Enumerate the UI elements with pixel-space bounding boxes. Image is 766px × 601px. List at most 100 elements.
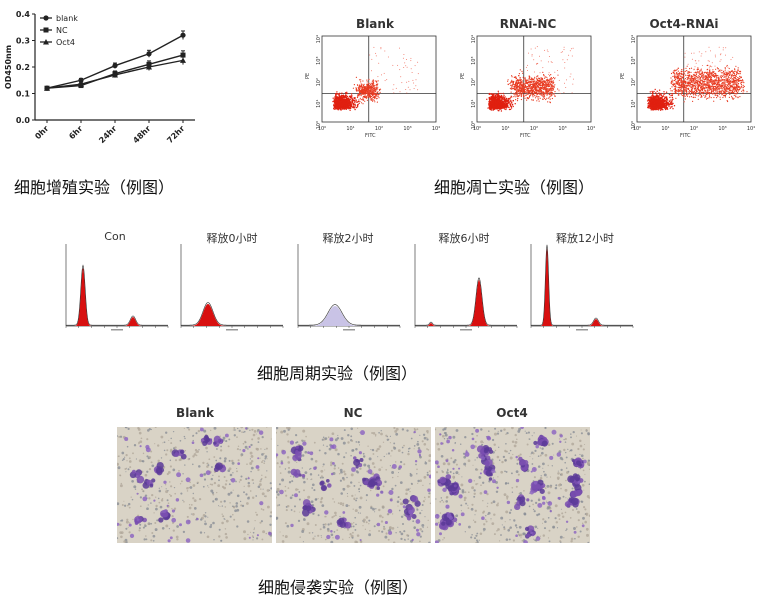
x-tick-label: 10⁴ [432,126,440,132]
cycle-histogram-2h [297,244,401,331]
y-axis-label: PE [620,73,626,79]
histogram-outline [181,302,283,326]
stained-cells [435,427,587,543]
x-axis-label: FITC [680,133,691,139]
invasion-caption: 细胞侵袭实验（例图） [258,578,419,597]
membrane-pores [117,427,272,543]
cycle-histogram-6h [414,244,518,331]
x-tick-label: 48hr [131,124,152,145]
x-tick-label: 10² [375,126,383,132]
y-tick-label: 0.1 [16,90,31,99]
y-tick-label: 10⁰ [316,121,322,129]
x-tick-label: 10³ [718,126,726,132]
y-tick-label: 10¹ [631,100,637,108]
legend-label-blank: blank [56,14,78,23]
y-tick-label: 10¹ [316,100,322,108]
y-axis-label: PE [460,73,466,79]
histogram-outline [531,244,633,326]
x-axis-label-mark [576,329,588,331]
apoptosis-title-oct4-rnai: Oct4-RNAi [649,17,719,31]
x-tick-label: 10² [530,126,538,132]
x-tick-label: 10⁴ [747,126,755,132]
invasion-photo-oct4 [435,427,590,543]
y-tick-label: 0.0 [16,116,31,125]
y-tick-label: 0.4 [16,10,31,19]
x-axis-label: FITC [365,133,376,139]
x-tick-label: 10³ [558,126,566,132]
proliferation-caption: 细胞增殖实验（例图） [14,178,175,197]
histogram-peak [415,280,517,326]
y-tick-label: 10² [316,78,322,86]
histogram-outline [415,277,517,326]
data-point-oct4 [44,85,50,91]
cycle-title-6h: 释放6小时 [438,232,490,245]
x-axis-label-mark [111,329,123,331]
scatter-points [646,46,748,111]
legend-label-oct4: Oct4 [56,38,75,47]
y-tick-label: 0.2 [16,63,30,72]
data-point-oct4 [78,81,84,87]
cycle-histogram-0h [180,244,284,331]
y-tick-label: 10³ [471,57,477,65]
cycle-title-con: Con [104,230,126,243]
apoptosis-title-rnai-nc: RNAi-NC [499,17,557,31]
y-tick-label: 10⁴ [631,35,637,43]
data-point-nc [180,52,186,58]
data-point-blank [146,51,152,57]
x-tick-label: 24hr [97,124,118,145]
y-tick-label: 0.3 [16,37,30,46]
y-tick-label: 10³ [631,57,637,65]
data-point-blank [78,77,84,83]
cycle-title-12h: 释放12小时 [556,232,614,245]
apoptosis-caption: 细胞凋亡实验（例图） [434,178,595,197]
x-tick-label: 10² [690,126,698,132]
y-tick-label: 10³ [316,57,322,65]
legend-marker [43,27,49,33]
x-tick-label: 10⁰ [318,126,326,132]
x-tick-label: 0hr [33,124,50,141]
histogram-outline [66,264,168,326]
y-axis-label: OD450nm [4,45,13,89]
invasion-title-oct4: Oct4 [496,406,528,420]
x-tick-label: 10⁰ [633,126,641,132]
cycle-title-2h: 释放2小时 [322,232,374,245]
histogram-outline [298,304,400,326]
y-tick-label: 10⁴ [316,35,322,43]
apoptosis-title-blank: Blank [356,17,394,31]
legend-marker [43,15,49,21]
legend-label-nc: NC [56,26,68,35]
y-tick-label: 10² [471,78,477,86]
x-tick-label: 10⁴ [587,126,595,132]
x-tick-label: 10¹ [501,126,509,132]
membrane-pores [276,427,431,543]
cycle-histogram-12h [530,244,634,331]
y-tick-label: 10² [631,78,637,86]
y-tick-label: 10⁴ [471,35,477,43]
y-axis-label: PE [305,73,311,79]
y-tick-label: 10¹ [471,100,477,108]
scatter-points [332,46,419,112]
invasion-title-blank: Blank [176,406,214,420]
cycle-title-0h: 释放0小时 [206,232,258,245]
invasion-photo-nc [276,427,431,543]
proliferation-chart: 0.0 0.1 0.2 0.3 0.4 0hr 6hr 24hr 48hr 72hr OD450nm… [4,10,195,145]
data-point-oct4 [180,57,186,63]
invasion-title-nc: NC [343,406,363,420]
stained-cells [276,430,431,542]
histogram-peak [298,306,400,326]
histogram-peak [181,304,283,326]
data-point-blank [180,32,186,38]
x-tick-label: 72hr [165,124,186,145]
x-axis-label-mark [226,329,238,331]
x-tick-label: 10¹ [661,126,669,132]
histogram-peak [415,323,517,326]
x-axis-label-mark [343,329,355,331]
data-point-oct4 [112,71,118,78]
x-axis-label-mark [460,329,472,331]
x-tick-label: 10¹ [346,126,354,132]
histogram-peak [531,248,633,326]
data-point-blank [112,63,118,69]
